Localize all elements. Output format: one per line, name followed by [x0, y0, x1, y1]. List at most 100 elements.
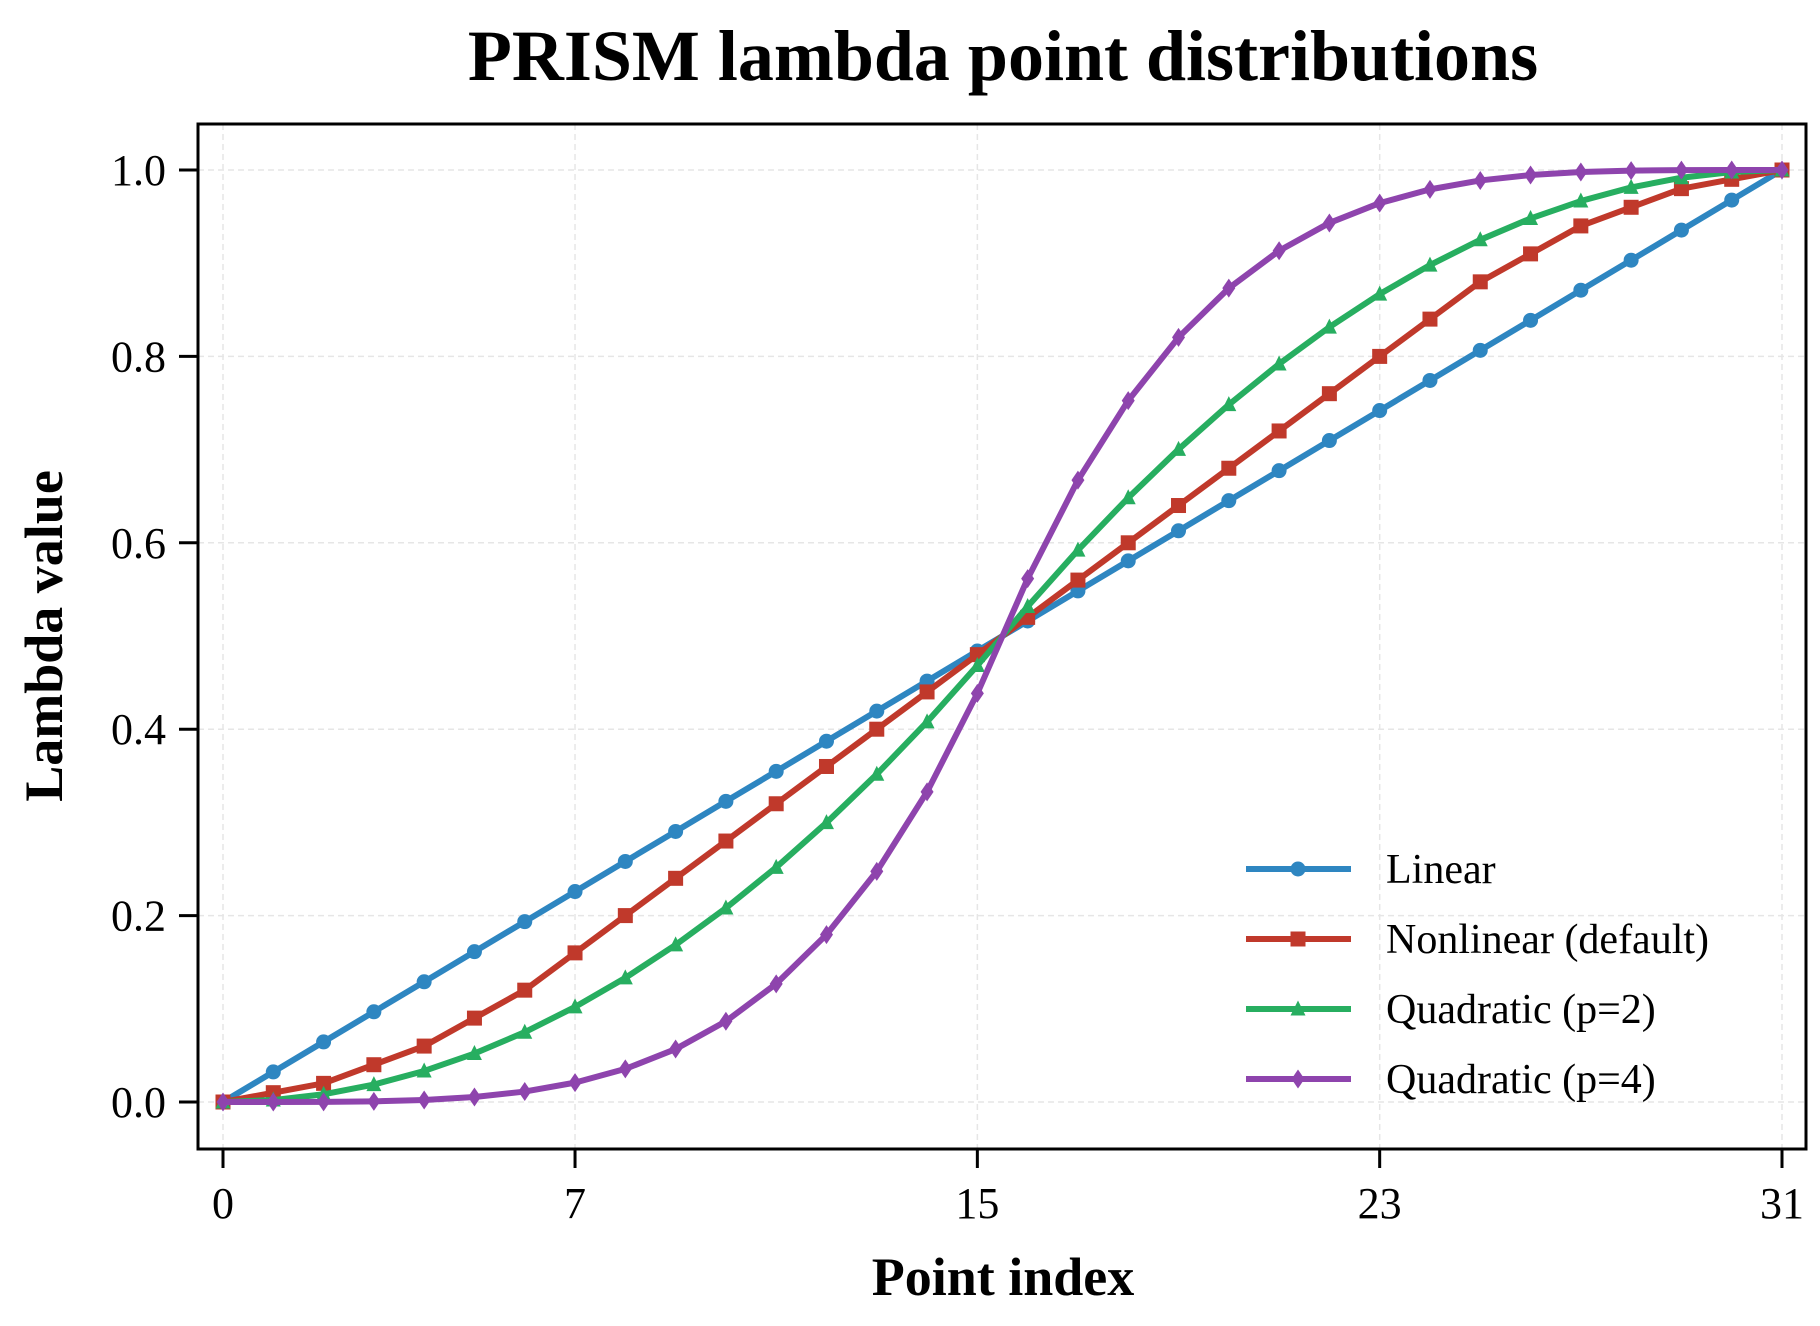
- data-point: [818, 814, 834, 830]
- data-point: [1524, 165, 1538, 185]
- data-point: [416, 974, 432, 990]
- data-point: [1021, 569, 1035, 589]
- data-point: [1523, 209, 1539, 225]
- legend-label: Linear: [1386, 847, 1496, 893]
- data-point: [1172, 327, 1186, 347]
- data-point: [768, 858, 784, 874]
- data-point: [1271, 355, 1287, 371]
- data-point: [366, 1076, 382, 1092]
- legend-item: Quadratic (p=4): [1246, 1057, 1656, 1103]
- data-point: [1472, 274, 1488, 290]
- data-point: [870, 861, 884, 881]
- legend-marker: [1290, 861, 1306, 877]
- series-quadratic-p-4-: [216, 160, 1789, 1112]
- series-line: [223, 167, 1782, 1105]
- chart-title: PRISM lambda point distributions: [468, 16, 1538, 96]
- data-point: [1473, 170, 1487, 190]
- data-point: [668, 936, 684, 952]
- y-tick-label: 1.0: [111, 146, 166, 195]
- grid: [198, 124, 1806, 1149]
- data-point: [869, 765, 885, 781]
- y-axis-label: Lambda value: [14, 470, 74, 802]
- ticks: 0 7 15 23 31 0.0 0.2 0.4 0.6 0.8 1.0: [111, 146, 1804, 1228]
- data-point: [317, 1092, 331, 1112]
- data-point: [567, 945, 583, 961]
- legend-item: Nonlinear (default): [1246, 917, 1709, 963]
- data-point: [769, 974, 783, 994]
- data-point: [768, 763, 784, 779]
- data-point: [1623, 178, 1639, 194]
- data-point: [366, 1004, 382, 1020]
- data-point: [1573, 282, 1589, 298]
- data-point: [970, 683, 984, 703]
- data-point: [818, 733, 834, 749]
- data-point: [869, 721, 885, 737]
- data-point: [1725, 160, 1739, 180]
- x-tick-label: 15: [955, 1179, 999, 1228]
- data-point: [1120, 553, 1136, 569]
- data-point: [1020, 597, 1036, 613]
- data-point: [1171, 498, 1187, 514]
- data-point: [1222, 278, 1236, 298]
- data-point: [517, 1023, 533, 1039]
- data-point: [1523, 312, 1539, 328]
- data-point: [416, 1062, 432, 1078]
- data-point: [265, 1064, 281, 1080]
- data-point: [1422, 372, 1438, 388]
- data-point: [1321, 318, 1337, 334]
- data-point: [617, 908, 633, 924]
- y-tick-label: 0.8: [111, 332, 166, 381]
- data-point: [668, 823, 684, 839]
- data-point: [818, 758, 834, 774]
- data-point: [1674, 160, 1688, 180]
- data-point: [1623, 199, 1639, 215]
- data-point: [1221, 396, 1237, 412]
- legend-label: Nonlinear (default): [1386, 917, 1709, 963]
- series-group: [215, 160, 1790, 1112]
- data-point: [718, 899, 734, 915]
- data-point: [1121, 391, 1135, 411]
- data-point: [1623, 252, 1639, 268]
- data-point: [869, 703, 885, 719]
- y-tick-label: 0.6: [111, 519, 166, 568]
- data-point: [1673, 181, 1689, 197]
- legend-marker: [1290, 1000, 1306, 1016]
- data-point: [567, 884, 583, 900]
- data-point: [1171, 523, 1187, 539]
- data-point: [718, 833, 734, 849]
- x-tick-label: 31: [1760, 1179, 1804, 1228]
- data-point: [316, 1075, 332, 1091]
- data-point: [1271, 423, 1287, 439]
- data-point: [567, 998, 583, 1014]
- data-point: [719, 1011, 733, 1031]
- data-point: [1573, 218, 1589, 234]
- data-point: [1372, 403, 1388, 419]
- data-point: [1071, 470, 1085, 490]
- legend-label: Quadratic (p=4): [1386, 1057, 1656, 1103]
- data-point: [617, 853, 633, 869]
- data-point: [1221, 460, 1237, 476]
- data-point: [1422, 256, 1438, 272]
- data-point: [367, 1091, 381, 1111]
- data-point: [819, 925, 833, 945]
- data-point: [969, 657, 985, 673]
- data-point: [920, 782, 934, 802]
- data-point: [216, 1092, 230, 1112]
- data-point: [1422, 311, 1438, 327]
- data-point: [518, 1082, 532, 1102]
- data-point: [1120, 535, 1136, 551]
- data-point: [417, 1090, 431, 1110]
- data-point: [517, 914, 533, 930]
- data-point: [466, 1010, 482, 1026]
- legend-marker: [1290, 931, 1306, 947]
- data-point: [466, 944, 482, 960]
- data-point: [1573, 192, 1589, 208]
- data-point: [416, 1038, 432, 1054]
- plot-frame: [196, 122, 1808, 1151]
- legend-item: Quadratic (p=2): [1246, 987, 1656, 1033]
- data-point: [1321, 386, 1337, 402]
- x-axis-label: Point index: [872, 1247, 1135, 1307]
- data-point: [919, 713, 935, 729]
- data-point: [517, 982, 533, 998]
- data-point: [1321, 433, 1337, 449]
